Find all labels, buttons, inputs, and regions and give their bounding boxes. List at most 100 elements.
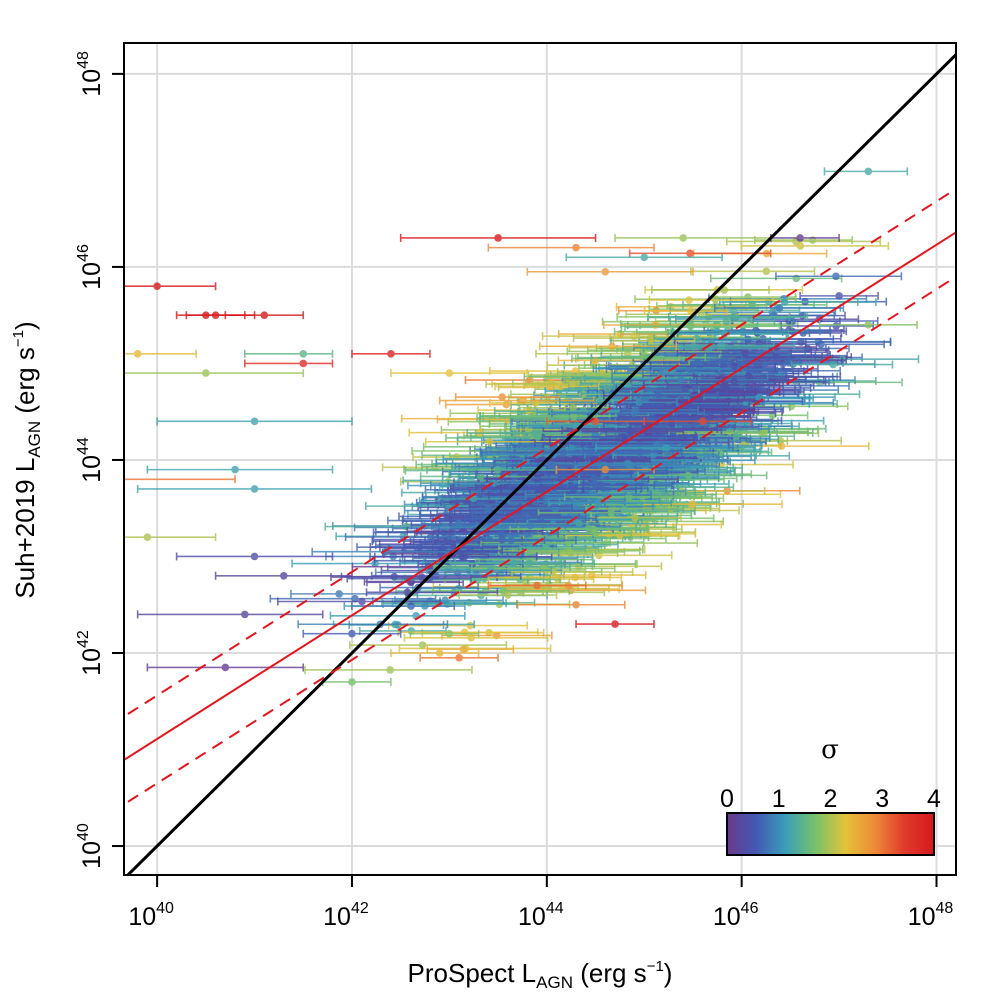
outlier-point [136, 610, 324, 619]
cloud-point [585, 505, 685, 514]
cloud-point [590, 513, 682, 522]
outlier-point [390, 649, 480, 658]
cloud-point [538, 342, 677, 351]
colorbar-tick-label: 0 [720, 785, 734, 813]
cloud-point [480, 484, 585, 493]
cloud-point [471, 564, 616, 573]
outlier-point [565, 253, 723, 262]
x-tick-label: 1048 [908, 900, 954, 931]
y-tick-label: 1046 [75, 244, 106, 290]
cloud-point [403, 633, 549, 642]
cloud-point [424, 437, 560, 446]
cloud-point [494, 382, 600, 391]
x-axis-title-main: ProSpect L [408, 958, 537, 988]
outlier-point [409, 629, 480, 638]
cloud-point [696, 377, 827, 386]
cloud-point [648, 296, 775, 305]
cloud-point [426, 645, 515, 654]
x-axis-title-close: ) [664, 958, 673, 988]
cloud-point [525, 548, 619, 557]
cloud-point [666, 381, 784, 390]
best-fit-lower-line [124, 275, 956, 806]
outlier-point [555, 465, 655, 474]
cloud-point [690, 267, 816, 276]
cloud-point [438, 396, 595, 405]
cloud-point [547, 499, 672, 508]
outlier-point [399, 233, 597, 242]
cloud-point [524, 490, 652, 499]
outlier-point [124, 475, 236, 484]
cloud-point [628, 249, 772, 258]
outlier-point [390, 369, 529, 378]
cloud-point [343, 601, 466, 610]
outlier-point [458, 591, 558, 600]
cloud-point [474, 521, 567, 530]
outlier-point [302, 629, 402, 638]
y-tick-label: 1040 [75, 823, 106, 869]
cloud-point [698, 432, 796, 441]
cloud-point [297, 620, 449, 629]
x-tick-label: 1046 [713, 900, 759, 931]
cloud-point [740, 241, 890, 250]
cloud-point [518, 403, 609, 412]
outlier-point [124, 282, 217, 291]
outlier-point [351, 349, 431, 358]
colorbar-tick-label: 3 [875, 785, 889, 813]
cloud-point [582, 447, 683, 456]
y-axis-title-main: Suh+2019 L [10, 458, 40, 599]
grid [124, 43, 956, 875]
cloud-point [349, 641, 508, 650]
x-axis-title-sub: AGN [536, 973, 573, 992]
outlier-point [643, 417, 753, 426]
y-tick-label: 1048 [75, 51, 106, 97]
colorbar-tick-label: 4 [927, 785, 941, 813]
cloud-point [790, 360, 894, 369]
cloud-point [541, 432, 698, 441]
cloud-point [435, 529, 559, 538]
cloud-point [775, 272, 903, 281]
y-tick-label: 1044 [75, 437, 106, 483]
x-tick-label: 1042 [323, 900, 369, 931]
cloud-point [551, 409, 706, 418]
y-axis-title-sub: AGN [25, 421, 44, 458]
cloud-point [574, 461, 718, 470]
outlier-point [244, 359, 334, 368]
one-to-one-line [125, 52, 956, 875]
x-tick-label: 1040 [128, 900, 174, 931]
cloud-point [713, 304, 845, 313]
outlier-point [124, 369, 305, 378]
outlier-point [224, 311, 305, 320]
colorbar-tick-label: 1 [772, 785, 786, 813]
outlier-point [124, 349, 197, 358]
cloud-point [444, 504, 572, 513]
outlier-point [419, 653, 499, 662]
outlier-point [799, 291, 879, 300]
cloud-point [517, 524, 648, 533]
reference-lines [124, 52, 956, 875]
cloud-point [651, 285, 770, 294]
x-axis-title-unit: (erg s [573, 958, 647, 988]
best-fit-line [124, 231, 956, 762]
y-axis-title-sup: −1 [10, 330, 27, 347]
colorbar-tick-label: 2 [824, 785, 838, 813]
colorbar-gradient [726, 812, 935, 856]
outlier-point [526, 267, 694, 276]
cloud-point [649, 362, 777, 371]
outlier-point [146, 663, 305, 672]
cloud-point [449, 559, 596, 568]
cloud-point [404, 544, 484, 553]
outlier-point [244, 349, 334, 358]
outlier-point [818, 320, 918, 329]
data-points [124, 167, 920, 686]
outlier-point [487, 581, 587, 590]
outlier-point [124, 533, 217, 542]
outlier-point [156, 417, 353, 426]
colorbar-title: σ [821, 735, 839, 765]
cloud-point [487, 573, 623, 582]
outlier-point [321, 677, 392, 686]
outlier-point [175, 552, 334, 561]
outlier-point [214, 571, 353, 580]
cloud-point [537, 455, 651, 464]
